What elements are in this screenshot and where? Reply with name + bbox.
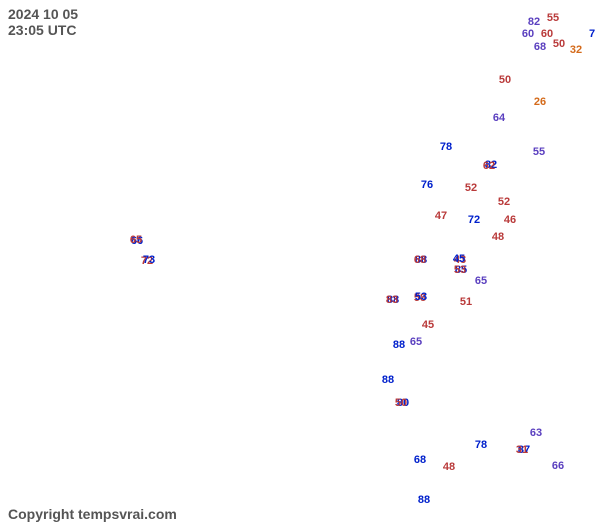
data-point: 64 (493, 112, 505, 124)
data-point: 88 (418, 494, 430, 506)
data-point: 65 (475, 275, 487, 287)
data-point: 48 (492, 231, 504, 243)
header-date: 2024 10 05 (8, 6, 78, 22)
data-point: 65 (130, 234, 142, 246)
data-point: 68 (414, 454, 426, 466)
chart-canvas: 2024 10 05 23:05 UTC Copyright tempsvrai… (0, 0, 600, 530)
data-point: 55 (547, 12, 559, 24)
data-point: 66 (552, 460, 564, 472)
data-point: 62 (483, 160, 495, 172)
data-point: 55 (533, 146, 545, 158)
data-point: 46 (504, 214, 516, 226)
data-point: 47 (435, 210, 447, 222)
data-point: 7 (589, 28, 595, 40)
data-point: 76 (421, 179, 433, 191)
data-point: 53 (415, 291, 427, 303)
data-point: 32 (570, 44, 582, 56)
data-point: 72 (468, 214, 480, 226)
data-point: 88 (393, 339, 405, 351)
data-point: 52 (465, 182, 477, 194)
data-point: 45 (422, 319, 434, 331)
data-point: 68 (414, 254, 426, 266)
data-point: 60 (541, 28, 553, 40)
data-point: 50 (395, 397, 407, 409)
header-time: 23:05 UTC (8, 22, 76, 38)
data-point: 63 (530, 427, 542, 439)
data-point: 82 (528, 16, 540, 28)
data-point: 68 (534, 41, 546, 53)
data-point: 83 (386, 294, 398, 306)
data-point: 51 (460, 296, 472, 308)
data-point: 78 (440, 141, 452, 153)
data-point: 50 (553, 38, 565, 50)
data-point: 31 (516, 444, 528, 456)
data-point: 88 (382, 374, 394, 386)
data-point: 50 (499, 74, 511, 86)
data-point: 48 (443, 461, 455, 473)
data-point: 78 (475, 439, 487, 451)
data-point: 65 (410, 336, 422, 348)
data-point: 73 (143, 254, 155, 266)
data-point: 52 (498, 196, 510, 208)
copyright-text: Copyright tempsvrai.com (8, 506, 177, 522)
data-point: 26 (534, 96, 546, 108)
data-point: 60 (522, 28, 534, 40)
data-point: 53 (454, 264, 466, 276)
